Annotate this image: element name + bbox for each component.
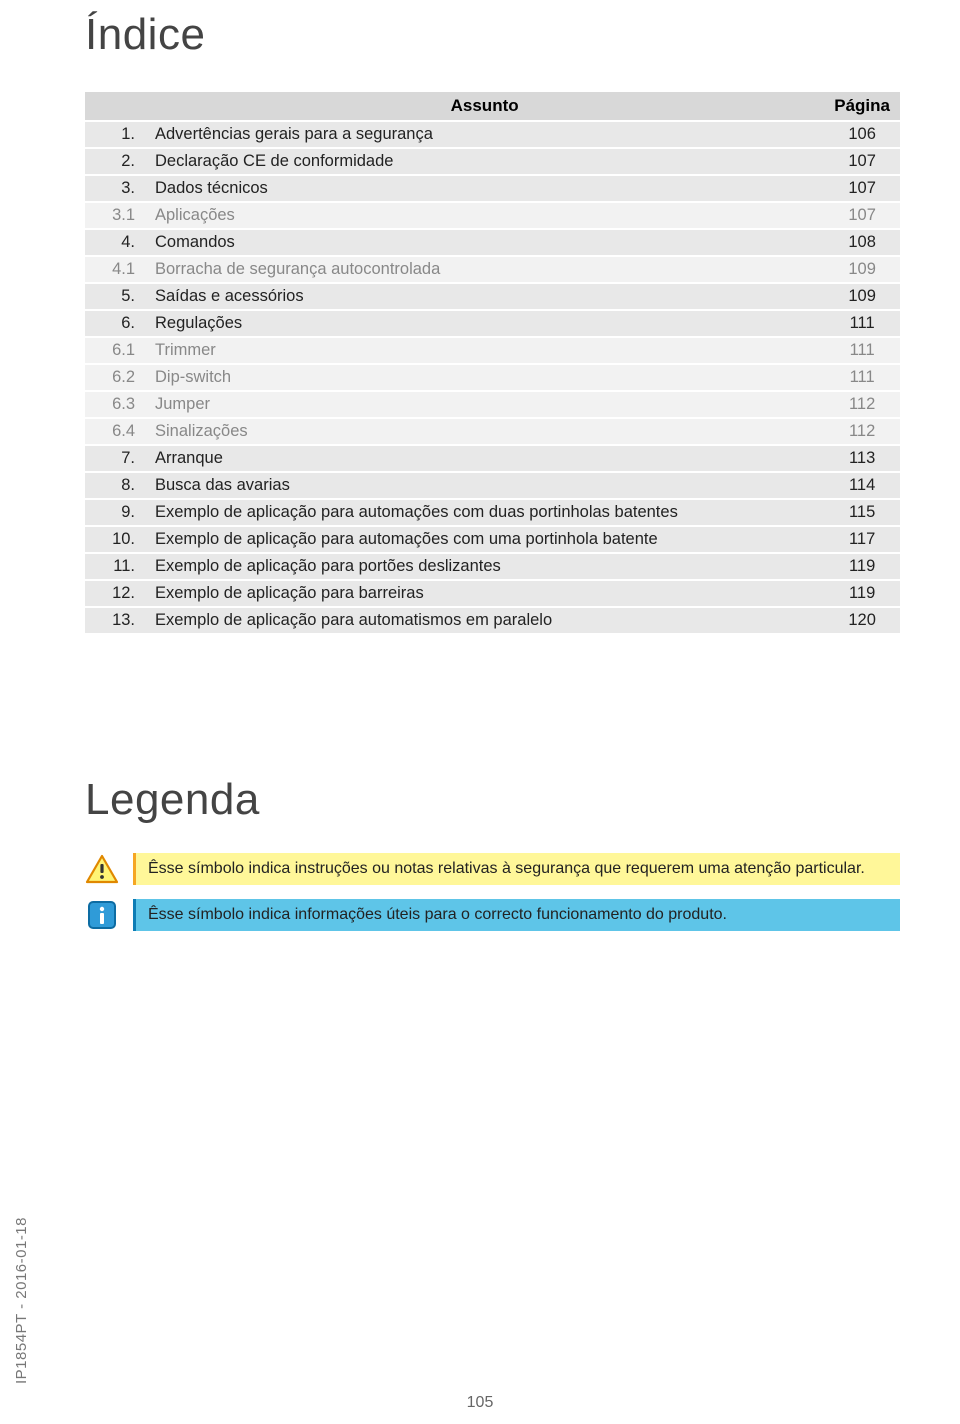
- toc-subject: Trimmer: [145, 338, 824, 363]
- toc-num: 4.: [85, 230, 145, 255]
- toc-num: 5.: [85, 284, 145, 309]
- toc-page: 106: [824, 122, 900, 147]
- toc-subject: Busca das avarias: [145, 473, 824, 498]
- toc-row: 4.Comandos108: [85, 230, 900, 255]
- legend-title: Legenda: [85, 775, 900, 825]
- header-empty: [85, 92, 145, 120]
- toc-table: Assunto Página 1.Advertências gerais par…: [85, 90, 900, 635]
- toc-row: 3.1Aplicações107: [85, 203, 900, 228]
- legend-warning-text: Êsse símbolo indica instruções ou notas …: [133, 853, 900, 885]
- toc-row: 6.3Jumper112: [85, 392, 900, 417]
- toc-subject: Borracha de segurança autocontrolada: [145, 257, 824, 282]
- toc-num: 3.1: [85, 203, 145, 228]
- toc-row: 1.Advertências gerais para a segurança10…: [85, 122, 900, 147]
- toc-num: 6.3: [85, 392, 145, 417]
- toc-row: 12.Exemplo de aplicação para barreiras11…: [85, 581, 900, 606]
- toc-page: 117: [824, 527, 900, 552]
- toc-row: 6.2Dip-switch111: [85, 365, 900, 390]
- toc-num: 6.2: [85, 365, 145, 390]
- toc-page: 109: [824, 257, 900, 282]
- toc-row: 10.Exemplo de aplicação para automações …: [85, 527, 900, 552]
- toc-num: 1.: [85, 122, 145, 147]
- legend-warning-item: Êsse símbolo indica instruções ou notas …: [85, 853, 900, 885]
- toc-num: 10.: [85, 527, 145, 552]
- toc-row: 2.Declaração CE de conformidade107: [85, 149, 900, 174]
- warning-icon: [85, 854, 119, 884]
- toc-num: 2.: [85, 149, 145, 174]
- toc-subject: Arranque: [145, 446, 824, 471]
- page-title: Índice: [85, 10, 900, 60]
- toc-page: 114: [824, 473, 900, 498]
- toc-num: 6.1: [85, 338, 145, 363]
- toc-row: 13.Exemplo de aplicação para automatismo…: [85, 608, 900, 633]
- toc-subject: Exemplo de aplicação para automações com…: [145, 527, 824, 552]
- toc-page: 119: [824, 554, 900, 579]
- toc-page: 112: [824, 419, 900, 444]
- toc-page: 107: [824, 203, 900, 228]
- toc-page: 113: [824, 446, 900, 471]
- header-page: Página: [824, 92, 900, 120]
- toc-row: 11.Exemplo de aplicação para portões des…: [85, 554, 900, 579]
- toc-subject: Aplicações: [145, 203, 824, 228]
- toc-subject: Dip-switch: [145, 365, 824, 390]
- toc-row: 8.Busca das avarias114: [85, 473, 900, 498]
- toc-subject: Declaração CE de conformidade: [145, 149, 824, 174]
- toc-num: 4.1: [85, 257, 145, 282]
- toc-subject: Comandos: [145, 230, 824, 255]
- toc-subject: Exemplo de aplicação para portões desliz…: [145, 554, 824, 579]
- toc-page: 112: [824, 392, 900, 417]
- toc-page: 119: [824, 581, 900, 606]
- toc-num: 3.: [85, 176, 145, 201]
- toc-row: 6.Regulações111: [85, 311, 900, 336]
- toc-header-row: Assunto Página: [85, 92, 900, 120]
- toc-page: 120: [824, 608, 900, 633]
- toc-page: 111: [824, 365, 900, 390]
- header-subject: Assunto: [145, 92, 824, 120]
- toc-row: 6.1Trimmer111: [85, 338, 900, 363]
- toc-page: 109: [824, 284, 900, 309]
- toc-num: 8.: [85, 473, 145, 498]
- toc-subject: Advertências gerais para a segurança: [145, 122, 824, 147]
- toc-subject: Regulações: [145, 311, 824, 336]
- toc-page: 108: [824, 230, 900, 255]
- toc-num: 12.: [85, 581, 145, 606]
- toc-page: 107: [824, 149, 900, 174]
- toc-page: 115: [824, 500, 900, 525]
- toc-subject: Saídas e acessórios: [145, 284, 824, 309]
- toc-subject: Dados técnicos: [145, 176, 824, 201]
- legend-info-item: Êsse símbolo indica informações úteis pa…: [85, 899, 900, 931]
- toc-row: 7.Arranque113: [85, 446, 900, 471]
- toc-row: 6.4Sinalizações112: [85, 419, 900, 444]
- toc-subject: Sinalizações: [145, 419, 824, 444]
- page-number: 105: [467, 1394, 494, 1412]
- toc-num: 9.: [85, 500, 145, 525]
- toc-subject: Jumper: [145, 392, 824, 417]
- toc-row: 5.Saídas e acessórios109: [85, 284, 900, 309]
- toc-row: 9.Exemplo de aplicação para automações c…: [85, 500, 900, 525]
- legend-info-text: Êsse símbolo indica informações úteis pa…: [133, 899, 900, 931]
- toc-subject: Exemplo de aplicação para automatismos e…: [145, 608, 824, 633]
- toc-page: 107: [824, 176, 900, 201]
- toc-num: 7.: [85, 446, 145, 471]
- toc-row: 3.Dados técnicos107: [85, 176, 900, 201]
- toc-subject: Exemplo de aplicação para barreiras: [145, 581, 824, 606]
- toc-num: 11.: [85, 554, 145, 579]
- toc-row: 4.1Borracha de segurança autocontrolada1…: [85, 257, 900, 282]
- info-icon: [85, 900, 119, 930]
- toc-page: 111: [824, 311, 900, 336]
- toc-num: 6.: [85, 311, 145, 336]
- toc-subject: Exemplo de aplicação para automações com…: [145, 500, 824, 525]
- toc-num: 6.4: [85, 419, 145, 444]
- toc-page: 111: [824, 338, 900, 363]
- toc-num: 13.: [85, 608, 145, 633]
- footer-code: IP1854PT - 2016-01-18: [13, 1217, 30, 1384]
